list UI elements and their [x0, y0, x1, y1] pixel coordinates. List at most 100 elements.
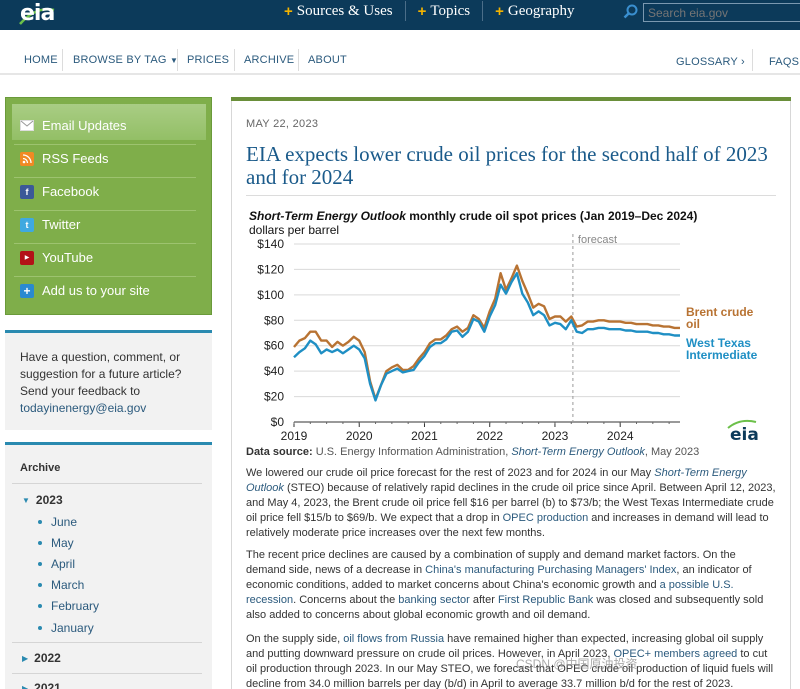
plus-icon: +: [20, 283, 34, 298]
month-label: June: [51, 515, 78, 529]
nav-about[interactable]: ABOUT: [308, 54, 347, 66]
legend-label: Brent crude: [686, 305, 754, 319]
paragraph-3: On the supply side, oil flows from Russi…: [246, 632, 776, 689]
divider: [14, 210, 196, 211]
y-tick-label: $0: [271, 415, 285, 429]
archive-month-june[interactable]: June: [38, 515, 77, 529]
nav-geography[interactable]: + Geography: [495, 1, 586, 21]
y-tick-label: $80: [264, 313, 284, 327]
paragraph-1: We lowered our crude oil price forecast …: [246, 466, 776, 541]
paragraph-2: The recent price declines are caused by …: [246, 548, 776, 623]
archive-month-march[interactable]: March: [38, 578, 84, 592]
x-tick-label: 2024: [607, 429, 634, 443]
forecast-label: forecast: [578, 234, 617, 246]
feedback-message: Have a question, comment, or suggestion …: [20, 350, 182, 398]
legend-label: West Texas: [686, 336, 751, 350]
nav-divider: [752, 49, 753, 71]
eia-logo[interactable]: eia: [20, 1, 55, 26]
archive-year-2021[interactable]: ▶ 2021: [22, 681, 61, 689]
twitter-icon: t: [20, 217, 34, 232]
nav-browse-by-tag[interactable]: BROWSE BY TAG ▼: [73, 54, 178, 66]
archive-month-january[interactable]: January: [38, 621, 94, 635]
rss-feeds-label: RSS Feeds: [42, 151, 109, 166]
archive-month-april[interactable]: April: [38, 557, 75, 571]
year-label: 2023: [35, 493, 63, 507]
legend-label: oil: [686, 317, 700, 331]
nav-glossary[interactable]: GLOSSARY ›: [676, 56, 745, 68]
article-headline: EIA expects lower crude oil prices for t…: [246, 142, 768, 189]
y-tick-label: $140: [257, 237, 284, 251]
nav-divider: [62, 49, 63, 71]
search-input[interactable]: [643, 3, 800, 22]
archive-year-2023[interactable]: ▼ 2023: [22, 493, 63, 507]
russia-oil-flows-link[interactable]: oil flows from Russia: [343, 633, 445, 645]
nav-browse-label: BROWSE BY TAG: [73, 54, 167, 66]
rss-feeds-link[interactable]: RSS Feeds: [20, 151, 108, 166]
archive-month-may[interactable]: May: [38, 536, 74, 550]
china-pmi-link[interactable]: China's manufacturing Purchasing Manager…: [425, 564, 677, 576]
search-icon[interactable]: [622, 3, 640, 21]
feedback-email-link[interactable]: todayinenergy@eia.gov: [20, 401, 147, 415]
feedback-panel: [5, 330, 212, 430]
twitter-label: Twitter: [42, 217, 81, 232]
year-label: 2022: [34, 651, 61, 665]
article-top-rule: [231, 97, 791, 101]
y-tick-label: $60: [264, 339, 284, 353]
add-to-site-link[interactable]: + Add us to your site: [20, 283, 150, 298]
steo-link[interactable]: Short-Term Energy Outlook: [246, 467, 747, 494]
x-tick-label: 2021: [411, 429, 438, 443]
bullet-icon: [38, 583, 42, 587]
wti-series-line: [293, 272, 680, 402]
nav-topics[interactable]: + Topics: [418, 1, 483, 21]
x-tick-label: 2020: [346, 429, 373, 443]
chart-title-italic: Short-Term Energy Outlook: [249, 209, 406, 223]
nav-divider: [234, 49, 235, 71]
archive-year-2022[interactable]: ▶ 2022: [22, 651, 61, 665]
divider: [14, 243, 196, 244]
nav-topics-label: Topics: [430, 2, 471, 19]
opec-production-link[interactable]: OPEC production: [502, 512, 589, 524]
bullet-icon: [38, 562, 42, 566]
text: We lowered our crude oil price forecast …: [246, 467, 655, 479]
caret-down-icon: ▼: [169, 56, 179, 65]
nav-home[interactable]: HOME: [24, 54, 58, 66]
first-republic-link[interactable]: First Republic Bank: [497, 594, 594, 606]
banking-sector-link[interactable]: banking sector: [398, 594, 470, 606]
bullet-icon: [38, 626, 42, 630]
data-source-link[interactable]: Short-Term Energy Outlook: [511, 446, 645, 458]
feedback-text: Have a question, comment, or suggestion …: [20, 349, 190, 417]
nav-divider: [404, 1, 406, 21]
watermark: CSDN @中国原油投资: [516, 657, 638, 671]
nav-archive[interactable]: ARCHIVE: [244, 54, 295, 66]
nav-faqs[interactable]: FAQS: [769, 56, 800, 68]
divider: [12, 673, 202, 674]
top-nav: + Sources & Uses + Topics + Geography: [284, 1, 587, 21]
twitter-link[interactable]: t Twitter: [20, 217, 80, 232]
email-updates-link[interactable]: Email Updates: [20, 118, 127, 133]
opec-plus-link[interactable]: OPEC+ members agreed: [613, 648, 738, 660]
chart-title-rest: monthly crude oil spot prices (Jan 2019–…: [405, 209, 698, 223]
x-tick-label: 2022: [476, 429, 503, 443]
youtube-label: YouTube: [42, 250, 94, 265]
nav-sources-uses[interactable]: + Sources & Uses: [284, 1, 405, 21]
article-date: MAY 22, 2023: [246, 118, 319, 130]
recession-link[interactable]: a possible U.S. recession: [246, 579, 734, 606]
nav-prices[interactable]: PRICES: [187, 54, 230, 66]
text: was closed and subsequently sold also ad…: [246, 594, 764, 621]
divider: [14, 177, 196, 178]
eia-logo-swoosh-icon: [19, 8, 55, 25]
year-label: 2021: [34, 681, 61, 689]
archive-month-february[interactable]: February: [38, 599, 99, 613]
secondary-nav: [0, 30, 800, 75]
month-label: March: [51, 578, 85, 592]
plus-icon: +: [284, 2, 293, 20]
y-tick-label: $20: [264, 390, 284, 404]
youtube-link[interactable]: ▶ YouTube: [20, 250, 93, 265]
nav-divider: [482, 1, 484, 21]
archive-title: Archive: [20, 462, 61, 474]
chart-title: Short-Term Energy Outlook monthly crude …: [249, 209, 697, 223]
add-to-site-label: Add us to your site: [42, 283, 150, 298]
facebook-link[interactable]: f Facebook: [20, 184, 99, 199]
x-tick-label: 2019: [281, 429, 308, 443]
legend-label: Intermediate: [686, 348, 758, 362]
